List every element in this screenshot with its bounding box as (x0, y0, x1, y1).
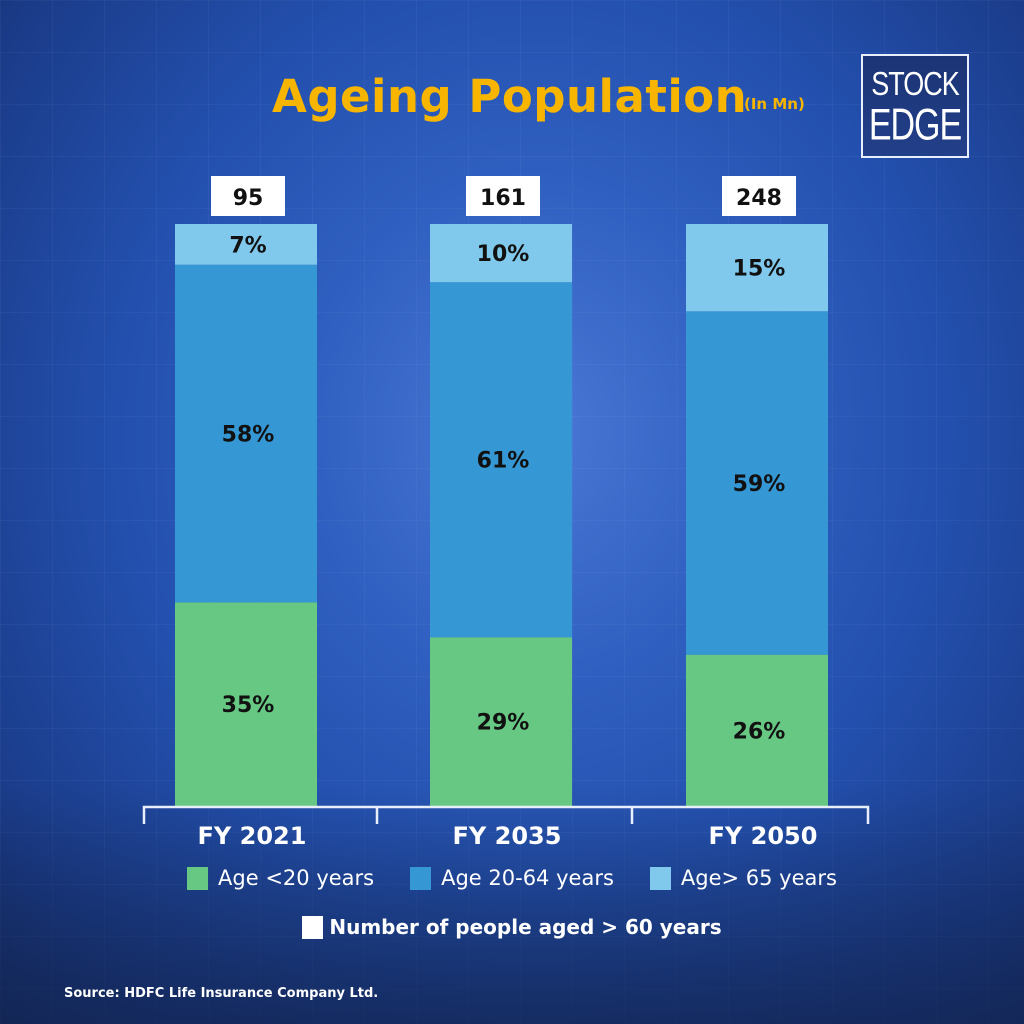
legend-label-over-65: Age> 65 years (680, 866, 837, 890)
bar-value-label: 29% (477, 711, 530, 736)
bar-value-label: 26% (733, 719, 786, 744)
bar-segment-fy-2035-s1 (430, 282, 572, 638)
bar-segment-fy-2021-s1 (175, 264, 317, 603)
legend-swatch-20-64 (410, 866, 432, 890)
x-tick-label: FY 2035 (453, 822, 562, 850)
legend-item-over-65: Age> 65 years (649, 866, 837, 890)
total-box (211, 176, 285, 216)
bar-segment-fy-2050-s2 (686, 224, 828, 312)
source-note: Source: HDFC Life Insurance Company Ltd. (64, 986, 379, 1001)
bar-segment-fy-2035-s0 (430, 637, 572, 806)
legend-swatch-under-20 (187, 866, 209, 890)
total-value-label: 161 (480, 186, 526, 211)
bar-segment-fy-2021-s0 (175, 602, 317, 806)
bar-value-label: 61% (477, 449, 530, 474)
legend-swatch-over-65 (649, 866, 671, 890)
bar-value-label: 35% (222, 693, 275, 718)
bar-segment-fy-2050-s1 (686, 311, 828, 655)
chart-unit: (In Mn) (744, 95, 805, 113)
bar-segment-fy-2021-s2 (175, 224, 317, 265)
x-tick-label: FY 2050 (709, 822, 818, 850)
total-value-label: 248 (736, 186, 782, 211)
legend-totals: Number of people aged > 60 years (0, 915, 1024, 939)
legend: Age <20 years Age 20-64 years Age> 65 ye… (0, 866, 1024, 890)
logo-line2: EDGE (868, 99, 962, 150)
bar-segment-fy-2035-s2 (430, 224, 572, 283)
x-tick-label: FY 2021 (198, 822, 307, 850)
logo-line1: STOCK (871, 64, 960, 103)
legend-label-20-64: Age 20-64 years (441, 866, 614, 890)
bar-value-label: 59% (733, 472, 786, 497)
legend-swatch-totals (302, 915, 324, 939)
legend-item-under-20: Age <20 years (187, 866, 374, 890)
stockedge-logo: STOCK EDGE (861, 54, 969, 158)
total-box (722, 176, 796, 216)
legend-label-under-20: Age <20 years (218, 866, 375, 890)
total-box (466, 176, 540, 216)
legend-label-totals: Number of people aged > 60 years (329, 915, 722, 939)
legend-item-20-64: Age 20-64 years (410, 866, 614, 890)
chart-title: Ageing Population (272, 70, 748, 123)
bar-value-label: 10% (477, 242, 530, 267)
total-value-label: 95 (233, 186, 264, 211)
bar-value-label: 7% (229, 233, 266, 258)
x-axis-line (142, 805, 870, 824)
bar-value-label: 58% (222, 423, 275, 448)
bar-value-label: 15% (733, 257, 786, 282)
bar-segment-fy-2050-s0 (686, 654, 828, 806)
